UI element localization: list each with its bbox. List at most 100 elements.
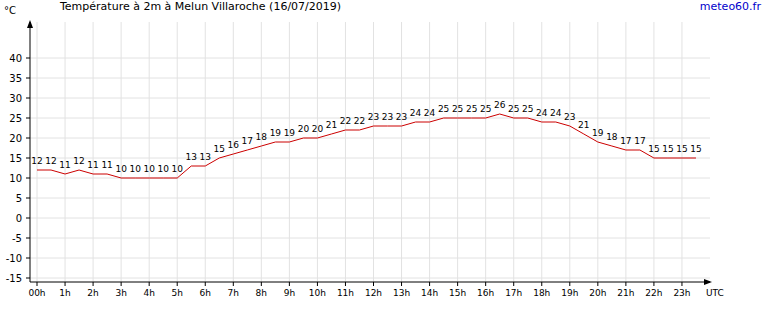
y-axis: [30, 22, 31, 282]
data-label: 25: [466, 104, 477, 114]
grid-line: [457, 22, 458, 282]
data-label: 15: [214, 144, 225, 154]
y-tick-label: 0: [16, 213, 22, 224]
x-tick-label: 3h: [115, 288, 126, 298]
x-tick-label: 17h: [505, 288, 522, 298]
data-label: 25: [438, 104, 449, 114]
x-tick-label: 14h: [421, 288, 438, 298]
data-label: 24: [410, 108, 422, 118]
grid-line: [485, 22, 486, 282]
y-tick: [26, 158, 30, 159]
data-label: 23: [564, 112, 575, 122]
y-tick-label: 35: [9, 73, 22, 84]
data-label: 12: [45, 156, 56, 166]
grid-line: [429, 22, 430, 282]
grid-line: [289, 22, 290, 282]
x-tick-label: 23h: [673, 288, 690, 298]
x-tick-label: 00h: [28, 288, 45, 298]
data-label: 15: [648, 144, 659, 154]
x-tick-label: 18h: [533, 288, 550, 298]
x-tick: [149, 282, 150, 286]
grid-line: [30, 258, 710, 259]
grid-line: [149, 22, 150, 282]
y-tick-label: 25: [9, 113, 22, 124]
grid-line: [93, 22, 94, 282]
data-label: 10: [129, 164, 141, 174]
y-axis-label: °C: [4, 5, 16, 16]
data-label: 10: [115, 164, 127, 174]
x-tick-label: 9h: [284, 288, 295, 298]
data-label: 10: [143, 164, 155, 174]
x-tick: [681, 282, 682, 286]
x-tick: [289, 282, 290, 286]
grid-line: [30, 218, 710, 219]
data-label: 16: [228, 140, 240, 150]
data-label: 25: [480, 104, 491, 114]
data-label: 24: [536, 108, 548, 118]
temperature-line: [37, 114, 696, 178]
y-tick-label: -5: [12, 233, 22, 244]
grid-line: [569, 22, 570, 282]
y-tick: [26, 78, 30, 79]
data-label: 23: [368, 112, 379, 122]
y-tick: [26, 198, 30, 199]
data-label: 23: [396, 112, 407, 122]
y-tick: [26, 138, 30, 139]
grid-line: [30, 98, 710, 99]
data-label: 22: [354, 116, 365, 126]
x-tick-label: 21h: [617, 288, 634, 298]
x-tick: [485, 282, 486, 286]
data-label: 22: [340, 116, 351, 126]
x-tick-label: 6h: [200, 288, 211, 298]
x-axis: [30, 282, 710, 283]
data-label: 18: [256, 132, 268, 142]
y-tick: [26, 238, 30, 239]
grid-line: [233, 22, 234, 282]
data-label: 13: [200, 152, 211, 162]
grid-line: [345, 22, 346, 282]
y-tick-label: 40: [9, 53, 22, 64]
x-tick-label: 20h: [589, 288, 606, 298]
y-tick: [26, 218, 30, 219]
x-tick-label: 22h: [645, 288, 662, 298]
data-label: 17: [634, 136, 645, 146]
grid-line: [541, 22, 542, 282]
data-label: 24: [424, 108, 436, 118]
x-tick: [317, 282, 318, 286]
grid-line: [30, 198, 710, 199]
data-label: 21: [326, 120, 337, 130]
x-tick: [65, 282, 66, 286]
data-label: 11: [59, 160, 70, 170]
data-label: 19: [592, 128, 604, 138]
x-axis-arrow: [704, 279, 712, 285]
x-tick: [541, 282, 542, 286]
grid-line: [373, 22, 374, 282]
data-label: 15: [690, 144, 701, 154]
x-tick: [457, 282, 458, 286]
data-label: 18: [606, 132, 618, 142]
grid-line: [513, 22, 514, 282]
data-label: 11: [87, 160, 98, 170]
grid-line: [30, 158, 710, 159]
y-tick: [26, 258, 30, 259]
grid-line: [65, 22, 66, 282]
grid-line: [30, 278, 710, 279]
title: Température à 2m à Melun Villaroche (16/…: [59, 0, 341, 13]
background: [0, 0, 765, 320]
y-tick-label: 30: [9, 93, 22, 104]
data-label: 11: [101, 160, 112, 170]
y-tick-label: 5: [16, 193, 22, 204]
x-tick-label: 15h: [449, 288, 466, 298]
y-tick-label: -15: [6, 273, 22, 284]
x-tick: [513, 282, 514, 286]
plot-area: [37, 114, 696, 178]
data-label: 19: [284, 128, 296, 138]
data-label: 23: [382, 112, 393, 122]
x-tick-label: 5h: [171, 288, 182, 298]
grid-line: [121, 22, 122, 282]
y-tick: [26, 58, 30, 59]
x-tick-label: 4h: [143, 288, 154, 298]
y-tick: [26, 278, 30, 279]
x-tick: [569, 282, 570, 286]
data-label: 24: [550, 108, 562, 118]
